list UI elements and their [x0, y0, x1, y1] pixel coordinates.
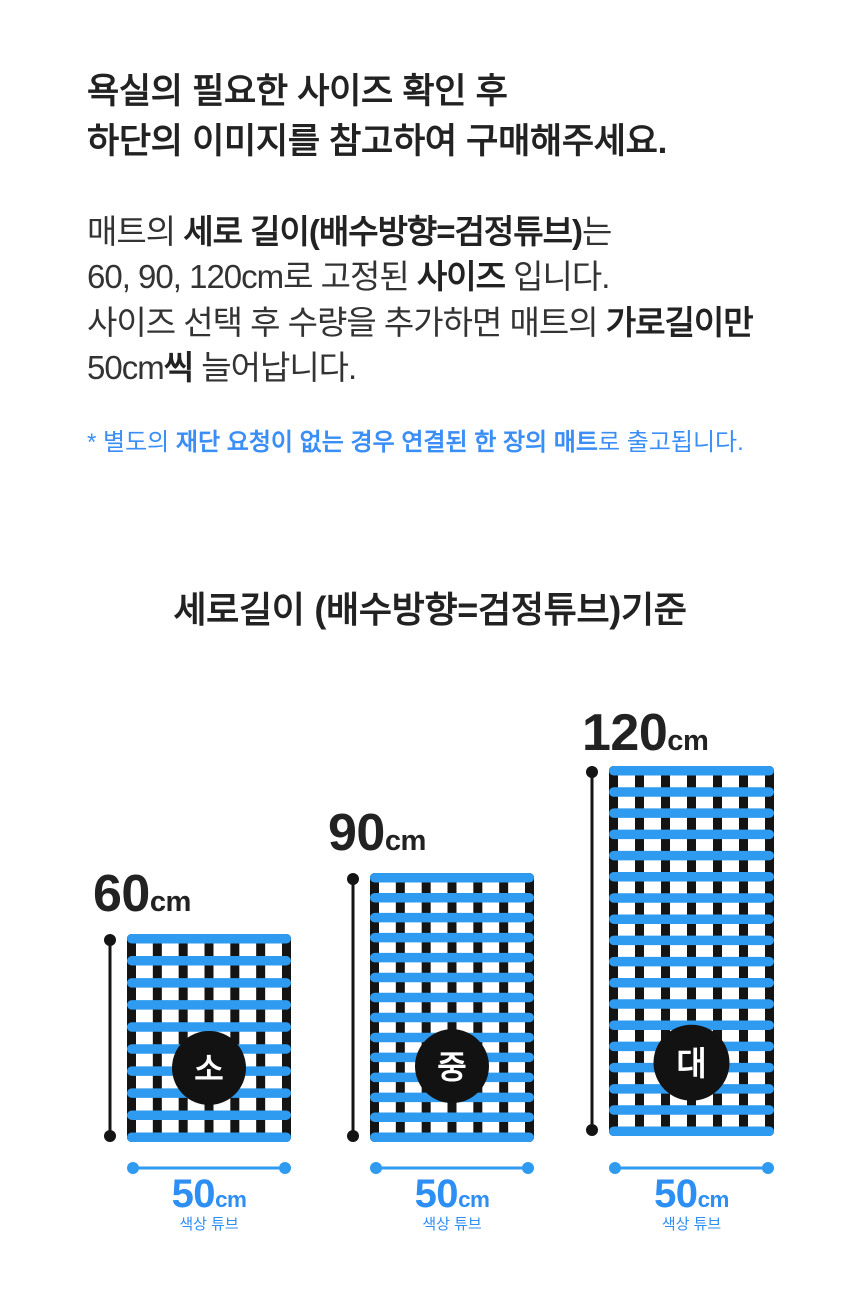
svg-text:소: 소: [194, 1051, 223, 1087]
svg-text:대: 대: [676, 1045, 706, 1082]
svg-text:중: 중: [437, 1049, 466, 1085]
